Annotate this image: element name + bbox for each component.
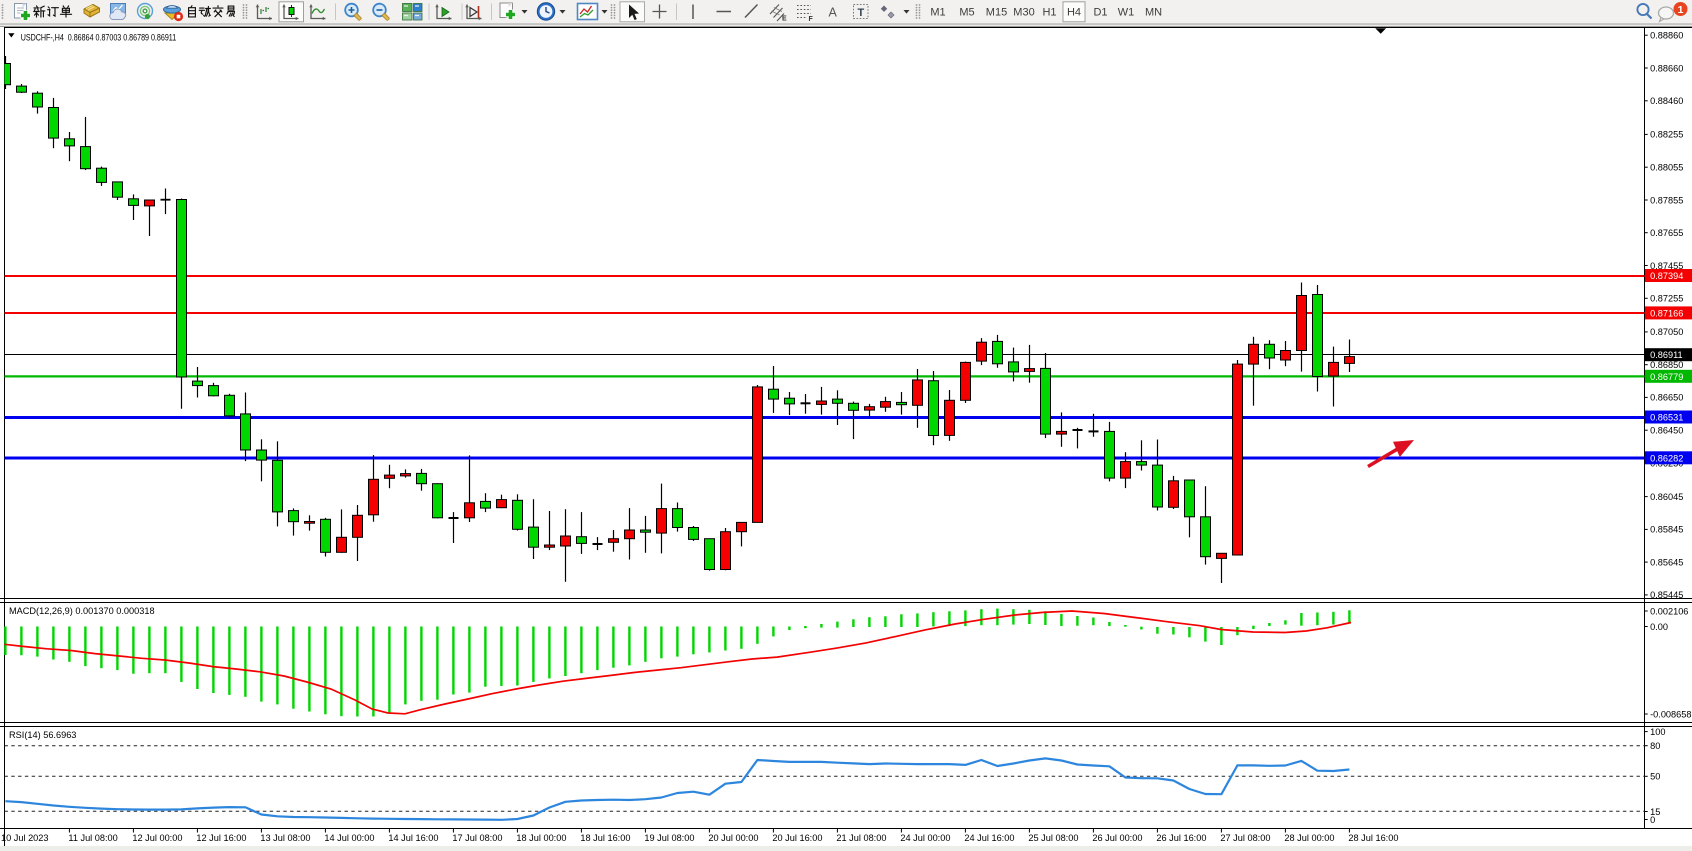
svg-text:0.86850: 0.86850 [1650, 360, 1683, 370]
svg-text:0.86779: 0.86779 [1650, 372, 1683, 382]
svg-text:F: F [809, 16, 814, 23]
svg-text:0.85445: 0.85445 [1650, 590, 1683, 600]
svg-text:28 Jul 16:00: 28 Jul 16:00 [1348, 833, 1398, 843]
svg-text:0.88660: 0.88660 [1650, 63, 1683, 73]
svg-text:0.87050: 0.87050 [1650, 327, 1683, 337]
svg-text:M5: M5 [959, 7, 974, 19]
svg-text:MACD(12,26,9) 0.001370 0.00031: MACD(12,26,9) 0.001370 0.000318 [9, 606, 155, 616]
svg-text:26 Jul 16:00: 26 Jul 16:00 [1156, 833, 1206, 843]
svg-text:17 Jul 08:00: 17 Jul 08:00 [452, 833, 502, 843]
svg-text:18 Jul 00:00: 18 Jul 00:00 [516, 833, 566, 843]
svg-text:27 Jul 08:00: 27 Jul 08:00 [1220, 833, 1270, 843]
svg-text:USDCHF-,H4 0.86864 0.87003 0.: USDCHF-,H4 0.86864 0.87003 0.86789 0.869… [21, 33, 177, 43]
svg-text:0.86450: 0.86450 [1650, 426, 1683, 436]
svg-text:0.86282: 0.86282 [1650, 453, 1683, 463]
svg-text:0.00: 0.00 [1650, 622, 1668, 632]
svg-text:W1: W1 [1118, 7, 1135, 19]
svg-text:14 Jul 16:00: 14 Jul 16:00 [388, 833, 438, 843]
svg-text:0.88460: 0.88460 [1650, 96, 1683, 106]
svg-text:21 Jul 08:00: 21 Jul 08:00 [836, 833, 886, 843]
svg-text:T: T [858, 7, 865, 19]
svg-text:0.87255: 0.87255 [1650, 294, 1683, 304]
svg-text:0.86650: 0.86650 [1650, 393, 1683, 403]
svg-text:20 Jul 00:00: 20 Jul 00:00 [708, 833, 758, 843]
svg-text:100: 100 [1650, 727, 1665, 737]
svg-text:0.86911: 0.86911 [1650, 350, 1683, 360]
svg-text:0.86531: 0.86531 [1650, 413, 1683, 423]
svg-text:24 Jul 16:00: 24 Jul 16:00 [964, 833, 1014, 843]
svg-text:18 Jul 16:00: 18 Jul 16:00 [580, 833, 630, 843]
svg-text:M15: M15 [986, 7, 1007, 19]
svg-text:0.88055: 0.88055 [1650, 163, 1683, 173]
svg-text:26 Jul 00:00: 26 Jul 00:00 [1092, 833, 1142, 843]
svg-text:0.85845: 0.85845 [1650, 525, 1683, 535]
svg-text:0: 0 [1650, 815, 1655, 825]
svg-text:50: 50 [1650, 772, 1660, 782]
svg-text:0.86045: 0.86045 [1650, 492, 1683, 502]
svg-text:25 Jul 08:00: 25 Jul 08:00 [1028, 833, 1078, 843]
svg-text:13 Jul 08:00: 13 Jul 08:00 [260, 833, 310, 843]
svg-text:0.87166: 0.87166 [1650, 308, 1683, 318]
svg-text:10 Jul 2023: 10 Jul 2023 [1, 833, 49, 843]
svg-text:H1: H1 [1042, 7, 1056, 19]
svg-text:0.87655: 0.87655 [1650, 228, 1683, 238]
svg-text:28 Jul 00:00: 28 Jul 00:00 [1284, 833, 1334, 843]
svg-text:80: 80 [1650, 741, 1660, 751]
svg-text:0.87855: 0.87855 [1650, 195, 1683, 205]
svg-text:RSI(14) 56.6963: RSI(14) 56.6963 [9, 730, 76, 740]
svg-text:0.87455: 0.87455 [1650, 261, 1683, 271]
svg-text:15: 15 [1650, 807, 1660, 817]
svg-text:24 Jul 00:00: 24 Jul 00:00 [900, 833, 950, 843]
svg-text:D1: D1 [1093, 7, 1107, 19]
svg-text:1: 1 [1678, 4, 1684, 16]
svg-text:12 Jul 00:00: 12 Jul 00:00 [132, 833, 182, 843]
svg-text:-0.008658: -0.008658 [1650, 709, 1691, 719]
svg-text:A: A [829, 6, 838, 20]
svg-text:12 Jul 16:00: 12 Jul 16:00 [196, 833, 246, 843]
svg-text:11 Jul 08:00: 11 Jul 08:00 [68, 833, 117, 843]
svg-text:0.002106: 0.002106 [1650, 606, 1688, 616]
svg-text:0.88255: 0.88255 [1650, 130, 1683, 140]
svg-text:H4: H4 [1067, 7, 1081, 19]
svg-text:M30: M30 [1013, 7, 1034, 19]
svg-text:19 Jul 08:00: 19 Jul 08:00 [644, 833, 694, 843]
svg-text:E: E [782, 16, 787, 23]
svg-text:MN: MN [1145, 7, 1162, 19]
svg-text:0.85645: 0.85645 [1650, 557, 1683, 567]
svg-text:14 Jul 00:00: 14 Jul 00:00 [324, 833, 374, 843]
svg-text:M1: M1 [930, 7, 945, 19]
svg-text:20 Jul 16:00: 20 Jul 16:00 [772, 833, 822, 843]
svg-text:0.88860: 0.88860 [1650, 31, 1683, 41]
svg-text:0.87394: 0.87394 [1650, 271, 1683, 281]
